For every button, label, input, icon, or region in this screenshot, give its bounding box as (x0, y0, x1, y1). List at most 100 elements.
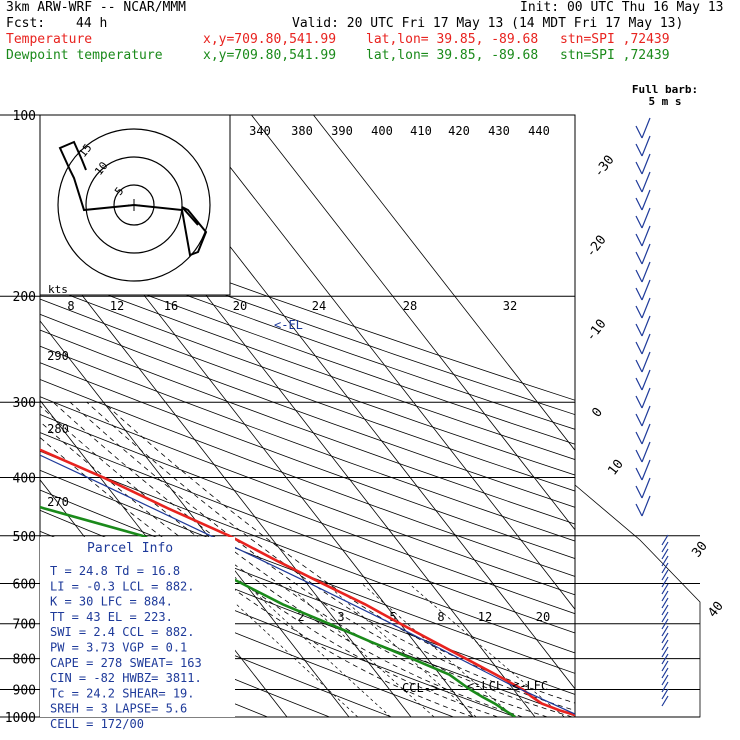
wind-barb-low (661, 569, 669, 581)
wind-barb-low (661, 660, 669, 672)
pressure-tick-label: 700 (13, 618, 36, 633)
parcel-info-row: CELL = 172/00 (50, 717, 144, 731)
wind-barb-low (661, 534, 669, 546)
isotherm-line (313, 115, 575, 451)
mixing-ratio-label: 3 (337, 610, 344, 624)
wind-barb-shaft (641, 459, 651, 481)
wind-barb-shaft (641, 117, 651, 139)
wind-barb-low (661, 618, 669, 630)
forecast-hour: 44 h (76, 16, 108, 31)
wind-barb-shaft (641, 297, 651, 319)
mixing-ratio-line (244, 583, 391, 717)
wind-barb-shaft (641, 189, 651, 211)
pressure-tick-label: 900 (13, 683, 36, 698)
wind-barb-flag (635, 233, 643, 247)
pressure-tick-label: 200 (13, 290, 36, 305)
dry-adiabat (40, 597, 331, 717)
temperature-legend: Temperature (6, 32, 93, 47)
dewpoint-profile (40, 505, 516, 717)
temperature-station: stn=SPI ,72439 (560, 32, 670, 47)
wind-barb-flag (635, 431, 643, 445)
theta-label: 390 (331, 124, 353, 138)
dry-adiabat (40, 413, 575, 615)
wind-barb-shaft (641, 279, 651, 301)
dry-adiabat (40, 240, 575, 430)
hodograph-trace-high (58, 140, 135, 212)
wind-barb-low (661, 681, 669, 693)
temperature-profile (40, 448, 575, 717)
valid-time: Valid: 20 UTC Fri 17 May 13 (14 MDT Fri … (292, 16, 684, 31)
hodograph-trace-low (133, 204, 208, 257)
theta-label: 420 (448, 124, 470, 138)
dry-adiabat (40, 254, 575, 445)
lfc-annotation: <-LFC (512, 679, 548, 693)
mixing-ratio-label: 20 (536, 610, 550, 624)
parcel-info-row: TT = 43 EL = 223. (50, 610, 173, 624)
parcel-info-row: CIN = -82 HWBZ= 3811. (50, 671, 202, 685)
theta-label: 430 (488, 124, 510, 138)
wind-barb-flag (635, 287, 643, 301)
sounding-annotations: <-EL CCL-> <-LCL <-LFC (274, 318, 548, 695)
dewpoint-xy: x,y=709.80,541.99 (203, 48, 337, 63)
el-annotation: <-EL (274, 318, 303, 332)
wind-barb-shaft (641, 441, 651, 463)
dry-adiabat (40, 432, 575, 634)
hodograph-ring (113, 184, 155, 226)
isotherm-line (189, 115, 575, 610)
wind-barb-flag (635, 323, 643, 337)
isotherm-label: -10 (583, 317, 609, 345)
wind-speed-label: 8 (67, 299, 74, 313)
isotherm-label: 40 (705, 599, 726, 621)
wind-barb-low (661, 590, 669, 602)
wind-barb-shaft (641, 225, 651, 247)
temperature-xy: x,y=709.80,541.99 (203, 32, 337, 47)
wind-barb-low (661, 541, 669, 553)
wind-barb-flag (635, 395, 643, 409)
dry-adiabat (40, 396, 575, 596)
mixing-ratio-line (285, 583, 435, 717)
wind-barb-flag (635, 449, 643, 463)
dry-adiabat (40, 283, 575, 476)
wind-barb-low (661, 611, 669, 623)
wind-barb-shaft (641, 405, 651, 427)
wind-barb-flag (635, 269, 643, 283)
moist-adiabat (40, 436, 474, 717)
wind-barb-low (661, 548, 669, 560)
wind-barb-shaft (641, 153, 651, 175)
dewpoint-station: stn=SPI ,72439 (560, 48, 670, 63)
wind-barb-low (661, 639, 669, 651)
wind-barb-low (661, 583, 669, 595)
dry-adiabat (40, 268, 575, 460)
wind-speed-label: 20 (233, 299, 247, 313)
isotherm-label: -20 (583, 233, 609, 261)
extension-frame (574, 484, 701, 718)
axis-labels: 1002003004005006007008009001000-80-70-60… (5, 109, 727, 726)
wind-speed-label: 24 (312, 299, 326, 313)
wind-barb-shaft (641, 135, 651, 157)
wind-barb-low (661, 562, 669, 574)
wind-barb-low (661, 667, 669, 679)
barb-legend-title: Full barb: (632, 83, 698, 96)
dry-adiabat (40, 489, 575, 695)
pressure-tick-label: 600 (13, 577, 36, 592)
ccl-annotation: CCL-> (402, 681, 438, 695)
parcel-info-row: SWI = 2.4 CCL = 882. (50, 625, 195, 639)
wind-barb-shaft (641, 243, 651, 265)
mixing-ratio-line (408, 583, 565, 717)
parcel-info-title: Parcel Info (87, 541, 173, 556)
wind-barb-flag (635, 359, 643, 373)
wind-barb-low (661, 555, 669, 567)
wind-barb-flag (635, 143, 643, 157)
mixing-ratio-label: 12 (478, 610, 492, 624)
moist-adiabat (52, 401, 548, 717)
wind-barb-shaft (641, 351, 651, 373)
dry-adiabat (40, 362, 575, 559)
isotherm-label: 30 (689, 539, 710, 561)
dry-adiabat (40, 329, 575, 525)
parcel-info-row: PW = 3.73 VGP = 0.1 (50, 641, 187, 655)
isotherm-line (40, 320, 350, 717)
wind-barb-low (661, 632, 669, 644)
wind-barb-shaft (641, 495, 651, 517)
wind-barb-low (661, 625, 669, 637)
